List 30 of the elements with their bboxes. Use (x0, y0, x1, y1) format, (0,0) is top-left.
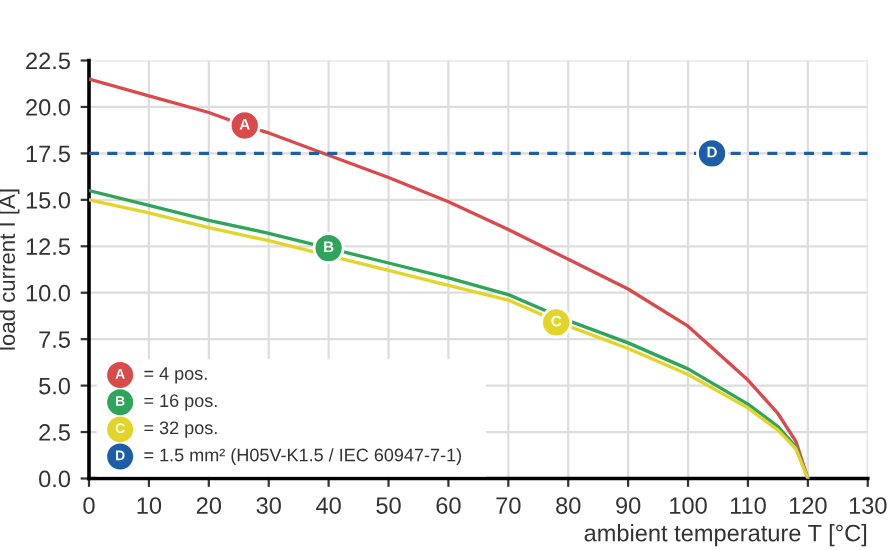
x-tick-label: 110 (730, 497, 766, 514)
x-tick-label: 40 (316, 497, 341, 514)
y-tick-label: 10.0 (26, 284, 71, 302)
x-tick-label: 50 (376, 497, 401, 514)
y-tick-label: 17.5 (26, 145, 70, 163)
legend-label: = 16 pos. (144, 394, 217, 411)
legend-label: = 4 pos. (144, 367, 207, 384)
y-tick-label: 0.0 (39, 470, 71, 488)
y-tick-label: 5.0 (39, 377, 71, 395)
x-tick-label: 60 (436, 497, 461, 514)
x-tick-label: 120 (789, 497, 827, 514)
x-tick-label: 80 (556, 497, 581, 514)
y-tick-label: 20.0 (26, 99, 71, 116)
x-tick-label: 130 (849, 497, 887, 514)
y-tick-label: 15.0 (26, 191, 71, 209)
y-tick-label: 22.5 (26, 52, 70, 70)
y-tick-label: 12.5 (26, 238, 70, 256)
x-tick-label: 100 (670, 497, 707, 514)
legend-label: = 32 pos. (144, 421, 217, 438)
y-tick-label: 2.5 (39, 424, 70, 441)
x-axis-title: ambient temperature T [°C] (584, 524, 867, 547)
x-tick-label: 20 (196, 497, 222, 514)
legend-label: = 1.5 mm² (H05V-K1.5 / IEC 60947-7-1) (144, 448, 462, 465)
x-tick-label: 0 (83, 497, 95, 514)
x-tick-label: 10 (137, 497, 162, 514)
x-tick-label: 90 (616, 497, 641, 514)
line-series (89, 77, 810, 479)
x-tick-label: 70 (496, 497, 521, 514)
y-tick-label: 7.5 (39, 331, 70, 348)
x-tick-label: 30 (256, 497, 281, 514)
